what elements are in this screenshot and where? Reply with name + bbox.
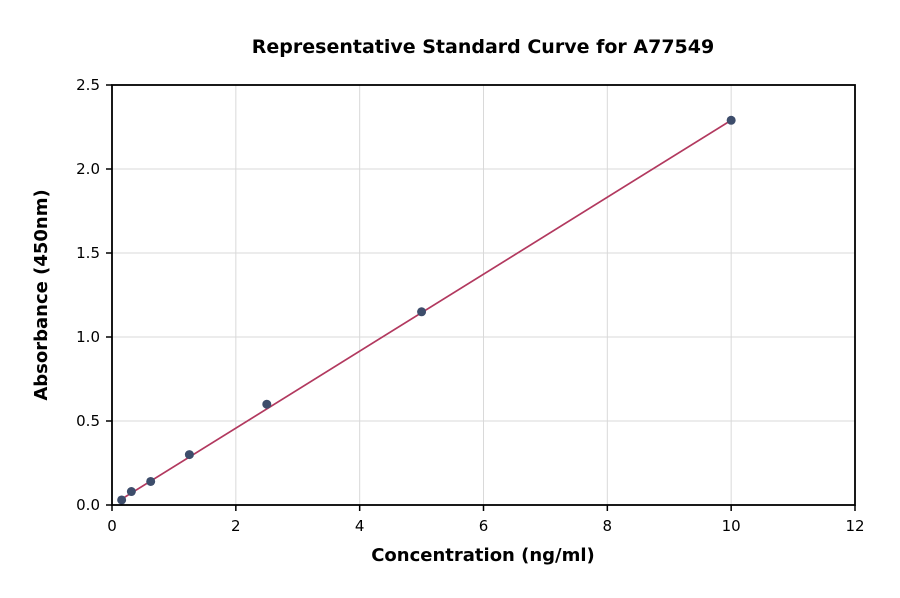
x-tick-label: 8 — [603, 517, 613, 535]
y-tick-label: 1.5 — [76, 244, 100, 262]
data-point — [184, 450, 194, 460]
chart-title: Representative Standard Curve for A77549 — [252, 36, 714, 58]
y-tick-label: 2.5 — [76, 76, 100, 94]
x-axis-label: Concentration (ng/ml) — [371, 545, 595, 566]
y-tick-label: 0.5 — [76, 412, 100, 430]
y-axis-label: Absorbance (450nm) — [31, 189, 52, 400]
x-tick-label: 6 — [479, 517, 489, 535]
x-tick-label: 2 — [231, 517, 241, 535]
trend-line — [121, 119, 732, 500]
y-tick-label: 1.0 — [76, 328, 100, 346]
data-point — [117, 495, 127, 505]
x-tick-label: 0 — [107, 517, 117, 535]
data-point — [726, 115, 736, 125]
x-tick-label: 4 — [355, 517, 365, 535]
x-tick-label: 12 — [845, 517, 864, 535]
y-tick-label: 0.0 — [76, 496, 100, 514]
data-point — [417, 307, 427, 317]
data-point — [126, 487, 136, 497]
data-point — [262, 399, 272, 409]
plot-area: 0 2 4 6 8 10 12 0.0 0.5 1.0 1.5 2.0 2.5 — [76, 76, 864, 535]
data-point — [146, 476, 156, 486]
x-tick-label: 10 — [722, 517, 741, 535]
y-tick-label: 2.0 — [76, 160, 100, 178]
